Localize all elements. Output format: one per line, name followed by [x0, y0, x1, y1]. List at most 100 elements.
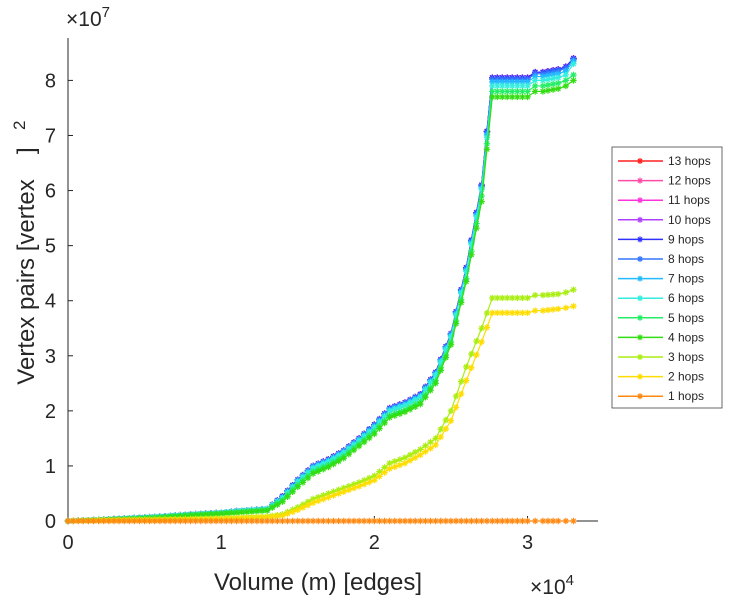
data-point — [478, 339, 484, 345]
y-tick-label: 5 — [45, 236, 56, 258]
series-line — [68, 61, 573, 521]
y-tick-label: 3 — [45, 346, 56, 368]
series-8-hops — [65, 56, 577, 524]
x-multiplier: ×104 — [530, 572, 574, 599]
data-point — [335, 458, 341, 464]
legend-marker-icon — [637, 334, 643, 340]
legend-marker-icon — [637, 374, 643, 380]
series-3-hops — [65, 286, 577, 524]
data-point — [545, 82, 551, 88]
data-point — [468, 365, 474, 371]
data-point — [563, 518, 569, 524]
data-point — [545, 87, 551, 93]
data-point — [325, 464, 331, 470]
legend-label: 12 hops — [668, 174, 711, 188]
series-line — [68, 58, 573, 521]
data-point — [532, 292, 538, 298]
series-line — [68, 306, 573, 521]
data-point — [570, 72, 576, 78]
data-point — [371, 477, 377, 483]
data-point — [432, 442, 438, 448]
legend-label: 10 hops — [668, 213, 711, 227]
series-line — [68, 58, 573, 521]
series-9-hops — [65, 55, 577, 524]
data-point — [478, 325, 484, 331]
data-point — [524, 518, 530, 524]
data-point — [555, 291, 561, 297]
legend-label: 3 hops — [668, 350, 704, 364]
x-tick-label: 2 — [369, 532, 380, 554]
legend-label: 7 hops — [668, 272, 704, 286]
data-point — [563, 289, 569, 295]
data-point — [473, 352, 479, 358]
data-point — [468, 252, 474, 258]
series-line — [68, 58, 573, 521]
data-point — [540, 77, 546, 83]
y-tick-label: 8 — [45, 70, 56, 92]
y-tick-label: 4 — [45, 291, 56, 313]
data-point — [330, 461, 336, 467]
data-point — [381, 420, 387, 426]
data-point — [305, 475, 311, 481]
x-tick-label: 0 — [62, 532, 73, 554]
series-4-hops — [65, 77, 577, 524]
data-point — [427, 445, 433, 451]
series-13-hops — [65, 55, 577, 524]
data-point — [417, 452, 423, 458]
data-point — [555, 85, 561, 91]
data-point — [427, 387, 433, 393]
data-point — [484, 324, 490, 330]
legend-label: 5 hops — [668, 311, 704, 325]
data-point — [524, 83, 530, 89]
data-point — [448, 418, 454, 424]
series-6-hops — [65, 61, 577, 525]
y-axis-label: Vertex pairs [vertex — [13, 179, 40, 384]
data-point — [381, 469, 387, 475]
x-axis-label: Volume (m) [edges] — [214, 569, 422, 596]
data-point — [570, 518, 576, 524]
data-point — [463, 364, 469, 370]
data-point — [532, 88, 538, 94]
y-tick-label: 0 — [45, 511, 56, 533]
data-point — [555, 80, 561, 86]
legend-label: 2 hops — [668, 370, 704, 384]
legend-marker-icon — [637, 256, 643, 262]
data-point — [532, 518, 538, 524]
legend-marker-icon — [637, 354, 643, 360]
data-point — [473, 338, 479, 344]
data-point — [453, 404, 459, 410]
data-point — [532, 77, 538, 83]
data-point — [371, 431, 377, 437]
series-7-hops — [65, 58, 577, 524]
y-tick-label: 1 — [45, 456, 56, 478]
data-point — [458, 378, 464, 384]
y-tick-label: 6 — [45, 181, 56, 203]
data-point — [438, 434, 444, 440]
data-point — [532, 307, 538, 313]
data-point — [550, 86, 556, 92]
data-point — [555, 74, 561, 80]
legend-marker-icon — [637, 276, 643, 282]
y-multiplier: ×107 — [66, 4, 110, 31]
data-point — [540, 88, 546, 94]
data-point — [443, 426, 449, 432]
x-tick-label: 3 — [522, 532, 533, 554]
data-point — [478, 198, 484, 204]
legend-label: 6 hops — [668, 291, 704, 305]
series-line — [68, 58, 573, 521]
data-point — [524, 295, 530, 301]
data-point — [295, 484, 301, 490]
data-point — [524, 94, 530, 100]
series-line — [68, 59, 573, 521]
legend-marker-icon — [637, 158, 643, 164]
data-point — [563, 305, 569, 311]
x-tick-label: 1 — [216, 532, 227, 554]
data-point — [361, 439, 367, 445]
legend-label: 4 hops — [668, 330, 704, 344]
series-line — [68, 64, 573, 521]
data-point — [443, 417, 449, 423]
data-point — [341, 455, 347, 461]
series-12-hops — [65, 55, 577, 524]
